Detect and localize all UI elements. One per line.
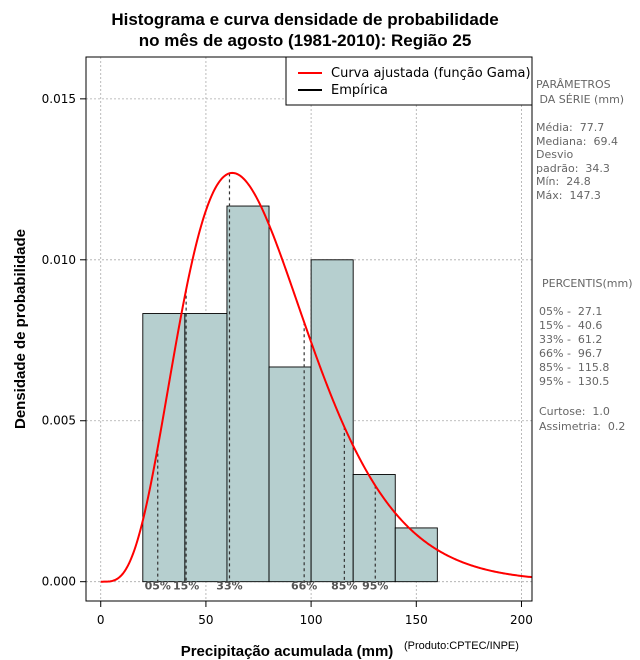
- percentil-66: 66% - 96.7: [539, 347, 603, 360]
- chart-title-line-1: Histograma e curva densidade de probabil…: [111, 10, 499, 29]
- x-tick-label: 0: [97, 613, 105, 627]
- legend-box: [285, 56, 533, 106]
- param-desvio-value: padrão: 34.3: [536, 161, 610, 175]
- histogram-bar: [352, 474, 396, 583]
- percentile-label: 05%: [145, 580, 171, 593]
- percentis-heading: PERCENTIS(mm): [542, 277, 633, 290]
- x-tick-label: 150: [405, 613, 428, 627]
- percentil-33: 33% - 61.2: [539, 333, 603, 346]
- y-tick-label: 0.015: [42, 92, 76, 106]
- histogram-bar: [268, 366, 312, 583]
- x-tick-label: 200: [510, 613, 533, 627]
- y-axis-title: Densidade de probabilidade: [12, 229, 29, 429]
- x-tick-label: 100: [300, 613, 323, 627]
- percentile-label: 66%: [291, 580, 317, 593]
- param-min: Mín: 24.8: [536, 175, 591, 188]
- assimetria: Assimetria: 0.2: [539, 420, 626, 433]
- histogram-bar: [226, 205, 270, 583]
- param-mediana: Mediana: 69.4: [536, 134, 618, 148]
- percentil-95: 95% - 130.5: [539, 375, 610, 388]
- percentil-85: 85% - 115.8: [539, 361, 610, 374]
- percentile-label: 15%: [173, 580, 199, 593]
- product-credit: (Produto:CPTEC/INPE): [404, 640, 519, 652]
- histogram-bar: [310, 259, 354, 583]
- histogram-bar: [184, 313, 228, 583]
- x-axis-title: Precipitação acumulada (mm): [181, 643, 394, 660]
- curtose: Curtose: 1.0: [539, 405, 610, 418]
- legend-label-curve: Curva ajustada (função Gama): [331, 66, 531, 81]
- param-desvio-label: Desvio: [536, 148, 574, 161]
- fitted-gamma-curve: [100, 171, 533, 583]
- params-heading-units: DA SÉRIE (mm): [536, 93, 625, 106]
- param-max: Máx: 147.3: [536, 188, 601, 202]
- y-tick-label: 0.010: [42, 253, 76, 267]
- param-media: Média: 77.7: [536, 121, 605, 134]
- y-tick-label: 0.005: [42, 414, 76, 428]
- legend-label-empirical: Empírica: [331, 83, 388, 98]
- chart-title-line-2: no mês de agosto (1981-2010): Região 25: [138, 31, 472, 50]
- x-tick-label: 50: [198, 613, 213, 627]
- percentil-15: 15% - 40.6: [539, 319, 603, 332]
- percentile-label: 95%: [362, 580, 388, 593]
- percentil-05: 05% - 27.1: [539, 305, 603, 318]
- histogram-bar: [142, 313, 186, 583]
- percentile-label: 33%: [216, 580, 242, 593]
- percentile-label: 85%: [331, 580, 357, 593]
- y-tick-label: 0.000: [42, 575, 76, 589]
- params-heading: PARÂMETROS: [536, 78, 611, 91]
- histogram-bar: [394, 527, 438, 583]
